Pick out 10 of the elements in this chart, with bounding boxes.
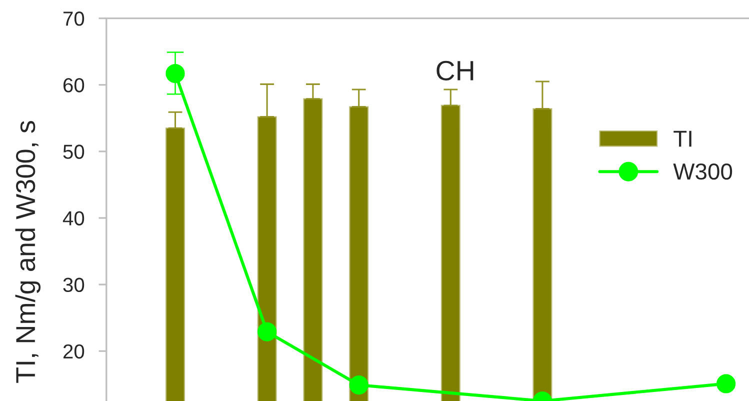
legend-label: W300 <box>673 163 732 180</box>
y-tick-label: 20 <box>63 344 84 359</box>
y-tick-label: 70 <box>64 12 84 26</box>
text: CH <box>436 60 474 80</box>
y-axis-title: TI, Nm/g and W300, s <box>15 121 41 383</box>
y-tick-label: 60 <box>63 78 84 92</box>
y-tick-label: 40 <box>62 211 84 226</box>
y-tick-label: 50 <box>63 144 84 159</box>
y-tick-label: 30 <box>63 278 84 292</box>
legend-label: TI <box>674 130 692 147</box>
